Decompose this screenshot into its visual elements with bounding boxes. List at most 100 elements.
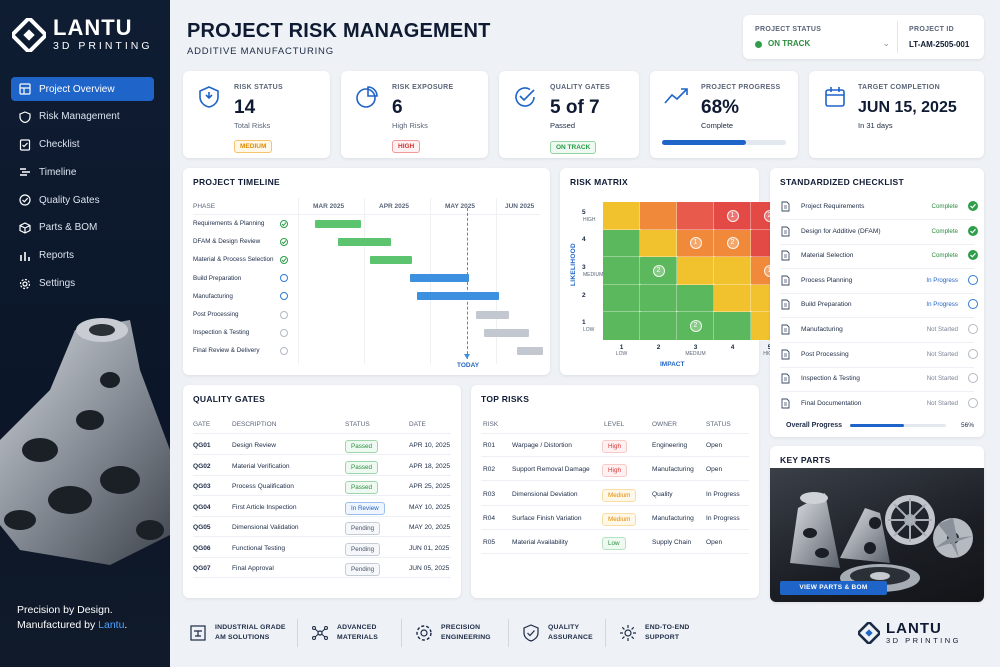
matrix-cell[interactable] xyxy=(602,201,641,231)
dashboard-icon xyxy=(19,83,31,95)
matrix-cell[interactable] xyxy=(676,256,715,286)
phase-label: Requirements & Planning xyxy=(193,220,265,227)
status-badge: Passed xyxy=(345,440,379,453)
sidebar-item-timeline[interactable]: Timeline xyxy=(11,160,154,184)
checklist-item[interactable]: Final Documentation Not Started xyxy=(780,395,978,415)
matrix-cell[interactable] xyxy=(602,311,641,341)
checklist-item-status: In Progress xyxy=(926,276,958,284)
footer-brand-name: LANTU xyxy=(886,620,942,637)
risk-marker[interactable]: 2 xyxy=(652,265,665,277)
sidebar-item-settings[interactable]: Settings xyxy=(11,272,154,296)
gantt-bar[interactable] xyxy=(484,328,529,337)
risk-status: Open xyxy=(706,442,723,449)
checklist-item-label: Material Selection xyxy=(801,252,854,260)
kpi-quality-gates[interactable]: QUALITY GATES 5 of 7 Passed ON TRACK xyxy=(499,71,639,158)
checklist-item[interactable]: Process Planning In Progress xyxy=(780,272,978,292)
sidebar-item-checklist[interactable]: Checklist xyxy=(11,133,154,157)
risk-marker[interactable]: 1 xyxy=(689,237,702,250)
risk-marker[interactable]: 2 xyxy=(689,320,702,333)
check-circle-icon xyxy=(280,219,288,228)
header-divider xyxy=(193,433,451,434)
checklist-item[interactable]: Manufacturing Not Started xyxy=(780,321,978,341)
sidebar-item-reports[interactable]: Reports xyxy=(11,244,154,268)
project-status-select[interactable]: ON TRACK ⌄ xyxy=(755,38,890,52)
status-badge: MEDIUM xyxy=(234,140,273,153)
checklist-item[interactable]: Project Requirements Complete xyxy=(780,198,978,218)
checklist-item[interactable]: Material Selection Complete xyxy=(780,247,978,267)
footer-logo[interactable]: LANTU 3D PRINTING xyxy=(858,621,961,645)
gate-description: Dimensional Validation xyxy=(232,524,299,531)
gate-id: QG06 xyxy=(193,544,211,552)
risk-id: R03 xyxy=(483,490,496,498)
x-tick-text: LOW xyxy=(615,351,628,357)
row-divider xyxy=(481,528,749,530)
matrix-cell[interactable] xyxy=(676,201,715,231)
brand-logo[interactable]: LANTU 3D PRINTING xyxy=(9,15,153,55)
gate-date: APR 18, 2025 xyxy=(409,462,451,470)
checklist-item-status: Complete xyxy=(931,227,958,235)
phase-label: DFAM & Design Review xyxy=(193,238,261,246)
column-header: STATUS xyxy=(706,421,731,428)
row-divider xyxy=(193,474,451,476)
matrix-cell[interactable] xyxy=(713,311,752,341)
kpi-value: 68% xyxy=(701,97,740,118)
matrix-cell[interactable] xyxy=(639,228,678,259)
checklist-item[interactable]: Post Processing Not Started xyxy=(780,346,978,366)
risk-marker[interactable]: 2 xyxy=(726,237,739,250)
matrix-cell[interactable] xyxy=(676,283,715,314)
gantt-bar[interactable] xyxy=(338,237,391,246)
risk-id: R04 xyxy=(483,514,496,522)
checklist-item[interactable]: Build Preparation In Progress xyxy=(780,296,978,316)
footer-feature: INDUSTRIAL GRADE AM SOLUTIONS xyxy=(189,620,286,646)
gantt-bar[interactable] xyxy=(370,255,412,264)
row-divider xyxy=(193,515,451,517)
matrix-cell[interactable] xyxy=(602,228,641,259)
kpi-value: 14 xyxy=(234,97,256,118)
kpi-project-progress[interactable]: PROJECT PROGRESS 68% Complete xyxy=(650,71,798,158)
brand-tagline: 3D PRINTING xyxy=(53,40,153,52)
matrix-cell[interactable] xyxy=(713,256,752,286)
circle-icon xyxy=(280,346,288,355)
month-gridline xyxy=(298,198,299,364)
timeline-icon xyxy=(19,166,31,178)
x-tick: 5 xyxy=(756,344,784,351)
risk-marker[interactable]: 1 xyxy=(726,209,739,222)
matrix-cell[interactable] xyxy=(602,256,641,286)
kpi-target-completion[interactable]: TARGET COMPLETION JUN 15, 2025 In 31 day… xyxy=(809,71,984,158)
kpi-risk-status[interactable]: RISK STATUS 14 Total Risks MEDIUM xyxy=(183,71,330,158)
risk-matrix-panel: RISK MATRIX 12122125HIGH43MEDIUM21LOW1LO… xyxy=(560,168,789,375)
risk-id: R02 xyxy=(483,466,496,474)
gate-description: Design Review xyxy=(232,442,276,449)
risk-owner: Supply Chain xyxy=(652,539,692,547)
sidebar-item-parts-bom[interactable]: Parts & BOM xyxy=(11,216,154,240)
matrix-cell[interactable] xyxy=(639,201,678,231)
sidebar-item-label: Settings xyxy=(39,278,76,290)
project-id-label: PROJECT ID xyxy=(909,26,955,33)
matrix-cell[interactable] xyxy=(713,283,752,314)
matrix-cell[interactable] xyxy=(639,283,678,314)
gantt-bar[interactable] xyxy=(476,310,509,319)
sidebar-item-risk-management[interactable]: Risk Management xyxy=(11,105,154,129)
kpi-risk-exposure[interactable]: RISK EXPOSURE 6 High Risks HIGH xyxy=(341,71,488,158)
sidebar-item-project-overview[interactable]: Project Overview xyxy=(11,77,154,101)
row-divider xyxy=(780,391,974,393)
view-parts-button[interactable]: VIEW PARTS & BOM xyxy=(780,581,887,595)
checklist-item[interactable]: Inspection & Testing Not Started xyxy=(780,370,978,390)
gantt-bar[interactable] xyxy=(410,274,469,283)
matrix-cell[interactable] xyxy=(602,283,641,314)
footer-divider xyxy=(508,619,509,647)
checklist-icon xyxy=(19,138,31,151)
y-tick: 2 xyxy=(582,291,586,299)
gantt-bar[interactable] xyxy=(517,346,543,355)
sidebar-item-quality-gates[interactable]: Quality Gates xyxy=(11,188,154,212)
section-title: TOP RISKS xyxy=(481,394,530,404)
gantt-bar[interactable] xyxy=(417,292,499,301)
kpi-sub: Complete xyxy=(701,121,734,130)
checklist-item-status: Not Started xyxy=(926,399,958,407)
gantt-bar[interactable] xyxy=(315,219,361,228)
risk-id: R01 xyxy=(483,442,496,449)
checklist-item[interactable]: Design for Additive (DFAM) Complete xyxy=(780,223,978,243)
matrix-cell[interactable] xyxy=(639,311,678,341)
shield-check-icon xyxy=(522,624,540,642)
progress-bar xyxy=(662,140,786,145)
